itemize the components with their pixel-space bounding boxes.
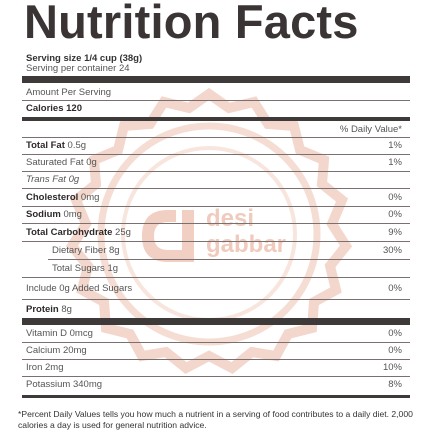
nutrient-name: Protein xyxy=(26,304,59,315)
divider xyxy=(22,137,410,138)
watermark-word-2: gabbar xyxy=(206,231,286,258)
divider xyxy=(22,376,410,377)
divider xyxy=(22,223,410,224)
nutrient-amount: 25g xyxy=(112,227,131,238)
divider xyxy=(22,154,410,155)
divider xyxy=(22,241,410,242)
nutrient-dv: 1% xyxy=(388,140,402,151)
nutrient-dv: 0% xyxy=(388,192,402,203)
watermark-word-1: desi xyxy=(206,205,254,232)
calories-row: Calories 120 xyxy=(26,102,402,116)
nutrient-dv: 0% xyxy=(388,209,402,220)
nutrient-row-trans-fat: Trans Fat 0g xyxy=(26,173,402,187)
nutrient-row-potassium: Potassium 340mg 8% xyxy=(26,378,402,392)
nutrient-dv: 0% xyxy=(388,345,402,356)
nutrient-amount: 8g xyxy=(58,304,72,315)
bottom-divider xyxy=(22,395,410,398)
divider xyxy=(22,299,410,300)
nutrient-row-iron: Iron 2mg 10% xyxy=(26,361,402,375)
divider xyxy=(22,206,410,207)
nutrient-row-protein: Protein 8g xyxy=(26,303,402,317)
nutrient-name: Total Carbohydrate xyxy=(26,227,113,238)
nutrient-amount: 0mg xyxy=(60,209,82,220)
nutrient-row-sodium: Sodium 0mg 0% xyxy=(26,208,402,222)
serving-size: Serving size 1/4 cup (38g) xyxy=(26,53,143,64)
dv-header-row: % Daily Value* xyxy=(26,123,402,137)
daily-value-header: % Daily Value* xyxy=(339,124,402,135)
thick-divider xyxy=(22,318,410,325)
nutrient-name: Potassium 340mg xyxy=(26,379,103,390)
divider xyxy=(22,359,410,360)
nutrient-dv: 1% xyxy=(388,157,402,168)
nutrient-name: Sodium xyxy=(26,209,61,220)
divider xyxy=(22,277,410,278)
nutrient-name: Total Fat xyxy=(26,140,65,151)
daily-value-footnote: *Percent Daily Values tells you how much… xyxy=(18,409,413,430)
divider xyxy=(22,188,410,189)
nutrient-row-total-fat: Total Fat 0.5g 1% xyxy=(26,139,402,153)
nutrient-amount: 0.5g xyxy=(64,140,87,151)
nutrient-name: Iron 2mg xyxy=(26,362,64,373)
nutrient-row-saturated-fat: Saturated Fat 0g 1% xyxy=(26,156,402,170)
nutrient-name: Include 0g Added Sugars xyxy=(26,283,133,294)
amount-per-serving: Amount Per Serving xyxy=(26,87,112,98)
nutrient-row-total-carbohydrate: Total Carbohydrate 25g 9% xyxy=(26,226,402,240)
servings-per-container: Serving per container 24 xyxy=(26,63,130,74)
nutrient-dv: 0% xyxy=(388,283,402,294)
nutrient-dv: 8% xyxy=(388,379,402,390)
nutrient-name: Vitamin D 0mcg xyxy=(26,328,93,339)
label-title: Nutrition Facts xyxy=(24,0,359,48)
nutrient-name: Calcium 20mg xyxy=(26,345,87,356)
divider xyxy=(22,100,410,101)
nutrient-name: Saturated Fat 0g xyxy=(26,157,97,168)
nutrient-dv: 10% xyxy=(382,362,402,373)
nutrient-dv: 9% xyxy=(388,227,402,238)
medium-divider xyxy=(22,117,410,121)
divider xyxy=(22,342,410,343)
nutrient-dv: 30% xyxy=(382,245,402,256)
nutrient-name: Trans Fat 0g xyxy=(26,174,80,185)
nutrient-row-cholesterol: Cholesterol 0mg 0% xyxy=(26,191,402,205)
amount-per-serving-row: Amount Per Serving xyxy=(26,86,402,100)
nutrient-row-added-sugars: Include 0g Added Sugars 0% xyxy=(26,282,402,296)
nutrient-row-vitamin-d: Vitamin D 0mcg 0% xyxy=(26,327,402,341)
thick-divider xyxy=(22,76,410,83)
nutrient-row-calcium: Calcium 20mg 0% xyxy=(26,344,402,358)
nutrient-row-dietary-fiber: Dietary Fiber 8g 30% xyxy=(26,244,402,258)
calories: Calories 120 xyxy=(26,103,82,114)
nutrient-dv: 0% xyxy=(388,328,402,339)
divider xyxy=(22,171,410,172)
nutrient-row-total-sugars: Total Sugars 1g xyxy=(26,262,402,276)
divider xyxy=(48,259,410,260)
nutrient-name: Dietary Fiber 8g xyxy=(52,245,120,256)
nutrient-amount: 0mg xyxy=(78,192,100,203)
nutrient-name: Cholesterol xyxy=(26,192,79,203)
nutrient-name: Total Sugars 1g xyxy=(52,263,119,274)
